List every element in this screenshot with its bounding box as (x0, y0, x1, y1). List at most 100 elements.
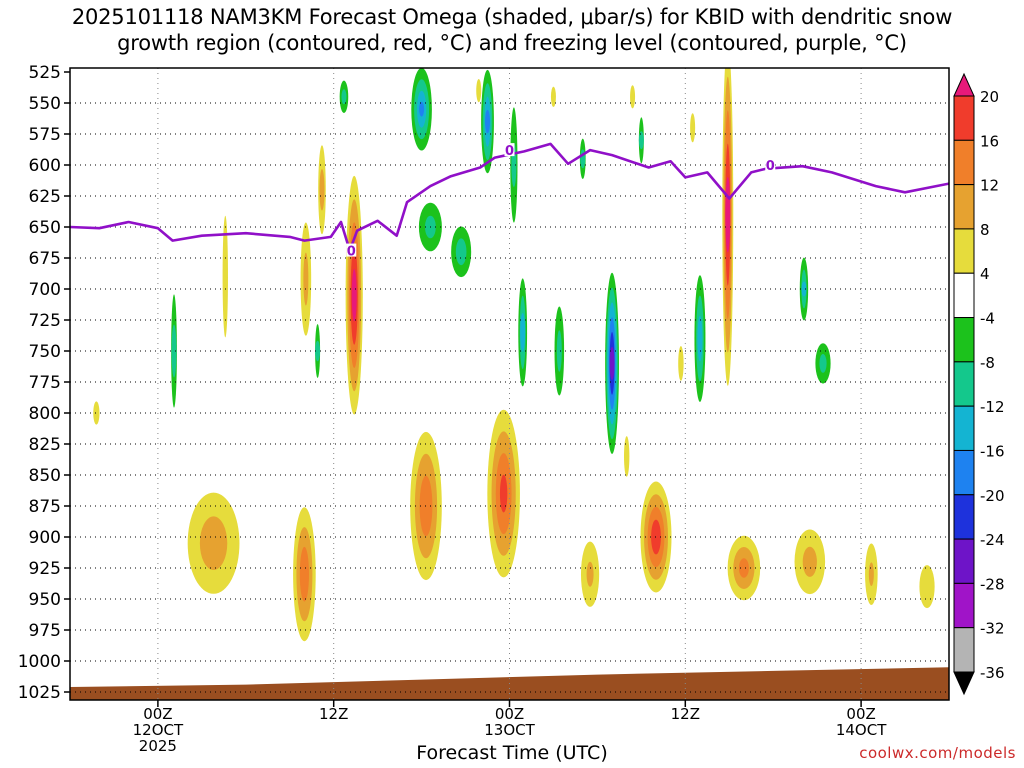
axes-layer: 525 550 575 600 625 650 675 700 725 750 775 800 825 8… (18, 63, 950, 755)
x-tick-label-3-0: 12Z (671, 705, 700, 723)
omega-contour-pos-6-2 (299, 546, 309, 602)
omega-contour-pos-10-3 (651, 519, 661, 555)
omega-contour-neg-14-2 (801, 281, 807, 297)
colorbar-label-11: -28 (980, 575, 1005, 593)
y-tick-label-1: 550 (29, 94, 61, 114)
downward-omega-cell-14 (799, 257, 809, 321)
grid-layer (70, 68, 949, 700)
y-tick-label-6: 675 (29, 249, 61, 269)
omega-contour-pos-0-0 (93, 401, 100, 425)
omega-contour-pos-8-3 (499, 474, 508, 513)
x-tick-label-0-0: 00Z (143, 705, 172, 723)
downward-omega-cell-6 (451, 226, 472, 278)
upward-omega-cell-19 (550, 86, 556, 107)
chart-title-line-2: growth region (contoured, red, °C) and f… (117, 31, 907, 55)
colorbar-label-6: -8 (980, 354, 995, 372)
downward-omega-cell-0 (171, 294, 177, 408)
omega-contour-neg-9-1 (556, 330, 562, 372)
omega-contour-neg-1-1 (315, 340, 321, 362)
omega-contour-neg-6-1 (455, 238, 467, 266)
omega-contour-neg-8-2 (520, 313, 526, 352)
colorbar-swatch-5 (953, 272, 975, 319)
upward-omega-cell-17 (919, 565, 935, 609)
y-tick-label-18: 975 (29, 621, 61, 641)
downward-omega-cell-2 (339, 80, 349, 114)
upward-omega-cell-16 (865, 543, 878, 605)
downward-omega-cell-10 (579, 138, 586, 179)
freezing-level-label-1: 0 (505, 144, 514, 159)
upward-omega-cell-20 (630, 85, 636, 109)
omega-contour-pos-12-0 (678, 346, 684, 381)
upward-omega-cell-5 (187, 492, 240, 594)
y-tick-label-5: 650 (29, 218, 61, 238)
upward-omega-cell-13 (722, 68, 734, 386)
omega-contour-pos-1-0 (222, 215, 228, 338)
x-tick-label-2-0: 00Z (495, 705, 524, 723)
colorbar-label-9: -20 (980, 487, 1005, 505)
x-tick-label-4-1: 14OCT (836, 721, 887, 739)
omega-contour-pos-4-4 (351, 269, 357, 322)
colorbar-swatch-6 (953, 317, 975, 363)
downward-omega-cell-13 (694, 275, 706, 402)
y-tick-label-16: 925 (29, 559, 61, 579)
omega-contour-pos-21-0 (690, 113, 696, 143)
freezing-label-bg-1 (504, 143, 515, 157)
colorbar-label-0: 20 (980, 88, 999, 106)
downward-omega-cell-5 (481, 69, 494, 174)
upward-omega-cell-0 (93, 401, 100, 425)
colorbar-swatch-3 (953, 184, 975, 230)
freezing-level-label-2: 0 (766, 159, 775, 174)
upward-omega-cell-4 (345, 175, 363, 415)
colorbar-swatch-1 (953, 95, 975, 141)
colorbar-swatch-7 (953, 361, 975, 407)
y-tick-label-13: 850 (29, 466, 61, 486)
y-tick-label-2: 575 (29, 125, 61, 145)
upward-omega-cell-8 (487, 409, 520, 578)
upward-omega-cell-6 (293, 507, 316, 642)
colorbar-swatch-13 (953, 627, 975, 673)
colorbar-label-7: -12 (980, 398, 1005, 416)
omega-contour-neg-3-3 (419, 101, 425, 117)
colorbar-label-4: 4 (980, 265, 990, 283)
colorbar-label-5: -4 (980, 310, 995, 328)
omega-contour-pos-9-1 (586, 561, 594, 587)
omega-contour-pos-13-4 (725, 177, 731, 253)
y-tick-label-19: 1000 (18, 652, 61, 672)
y-tick-label-15: 900 (29, 528, 61, 548)
colorbar-swatch-2 (953, 139, 975, 186)
omega-contour-neg-15-1 (819, 354, 827, 373)
downward-omega-cell-1 (315, 324, 321, 378)
colorbar-label-13: -36 (980, 664, 1005, 682)
omega-shading-layer (93, 68, 935, 642)
colorbar-label-1: 16 (980, 132, 999, 150)
y-tick-label-17: 950 (29, 590, 61, 610)
x-tick-label-0-1: 12OCT (133, 721, 184, 739)
omega-contour-pos-14-2 (738, 558, 749, 578)
omega-contour-pos-2-1 (303, 252, 309, 306)
colorbar-swatch-11 (953, 538, 975, 584)
upward-omega-cell-14 (727, 535, 761, 601)
colorbar-swatch-12 (953, 582, 975, 629)
colorbar-top-arrow (953, 72, 975, 97)
upward-omega-cell-10 (640, 481, 672, 593)
omega-contour-pos-3-1 (319, 169, 325, 211)
y-tick-label-10: 775 (29, 373, 61, 393)
omega-contour-neg-5-3 (485, 109, 491, 134)
credit-link[interactable]: coolwx.com/models (859, 744, 1016, 762)
upward-omega-cell-18 (476, 79, 482, 103)
omega-contour-pos-15-1 (802, 546, 817, 577)
omega-contour-pos-20-0 (630, 85, 636, 109)
omega-contour-pos-17-0 (919, 565, 935, 609)
downward-omega-cell-8 (518, 278, 528, 387)
x-axis-label: Forecast Time (UTC) (416, 742, 608, 764)
colorbar-label-10: -24 (980, 531, 1005, 549)
upward-omega-cell-12 (678, 346, 684, 381)
omega-contour-pos-16-1 (868, 562, 874, 586)
omega-contour-neg-12-1 (638, 131, 644, 150)
omega-contour-neg-2-1 (341, 89, 347, 105)
y-tick-label-8: 725 (29, 311, 61, 331)
y-tick-label-11: 800 (29, 404, 61, 424)
x-tick-label-1-0: 12Z (319, 705, 348, 723)
omega-contour-neg-11-5 (609, 346, 615, 380)
